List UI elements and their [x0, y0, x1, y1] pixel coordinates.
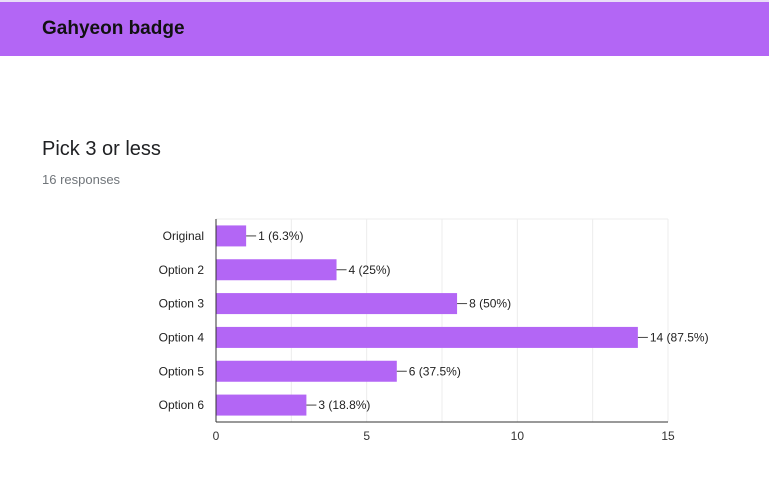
category-label: Option 2 — [159, 263, 205, 277]
category-label: Option 4 — [159, 330, 205, 344]
data-label: 6 (37.5%) — [409, 364, 461, 378]
data-label: 1 (6.3%) — [258, 229, 303, 243]
bar-option-3 — [216, 293, 458, 315]
data-label: 3 (18.8%) — [318, 398, 370, 412]
form-header: Gahyeon badge — [0, 0, 769, 56]
data-label: 14 (87.5%) — [650, 330, 709, 344]
category-label: Option 6 — [159, 398, 205, 412]
form-title: Gahyeon badge — [42, 18, 185, 39]
x-tick-label: 10 — [511, 429, 525, 443]
x-tick-label: 0 — [213, 429, 220, 443]
x-tick-label: 5 — [363, 429, 370, 443]
category-label: Option 5 — [159, 364, 205, 378]
data-label: 4 (25%) — [349, 263, 391, 277]
category-label: Original — [163, 229, 204, 243]
bar-option-2 — [216, 259, 337, 281]
response-count: 16 responses — [42, 172, 121, 187]
bar-option-4 — [216, 326, 638, 348]
bar-option-5 — [216, 360, 397, 382]
x-tick-label: 15 — [661, 429, 675, 443]
data-label: 8 (50%) — [469, 297, 511, 311]
bar-option-6 — [216, 394, 307, 416]
bar-original — [216, 225, 247, 247]
category-label: Option 3 — [159, 297, 205, 311]
question-title: Pick 3 or less — [42, 138, 161, 160]
